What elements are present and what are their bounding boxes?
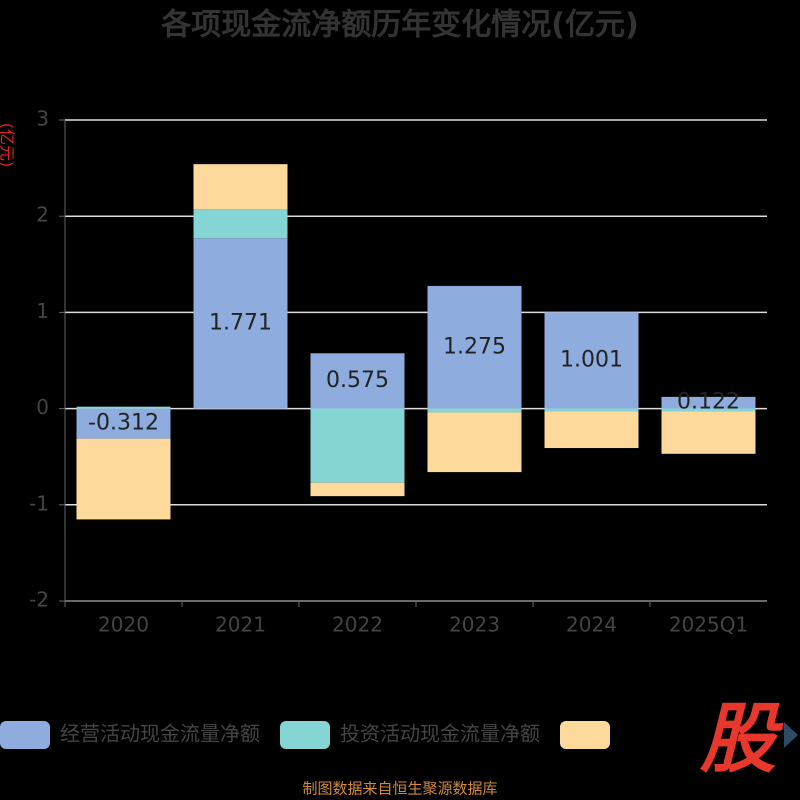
bar-segment xyxy=(661,411,756,454)
data-label: -0.312 xyxy=(88,411,159,436)
bar-segment xyxy=(193,209,288,239)
source-note: 制图数据来自恒生聚源数据库 xyxy=(302,780,497,798)
bar-segment xyxy=(193,238,288,409)
legend-label: 经营活动现金流量净额 xyxy=(60,722,260,746)
watermark-logo: 股 xyxy=(699,694,784,783)
y-tick-label: 3 xyxy=(36,107,49,131)
x-tick-label: 2022 xyxy=(332,613,383,637)
x-tick-label: 2024 xyxy=(566,613,617,637)
x-tick-label: 2021 xyxy=(215,613,266,637)
bar-segment xyxy=(310,353,405,409)
bar-segment xyxy=(544,411,639,449)
data-label: 1.771 xyxy=(209,310,272,335)
x-tick-label: 2023 xyxy=(449,613,500,637)
bar-segment xyxy=(427,412,522,473)
bar-segment xyxy=(76,406,171,409)
bar-segment xyxy=(310,482,405,497)
legend-swatch xyxy=(280,721,330,749)
bar-segment xyxy=(661,396,756,409)
y-tick-label: -2 xyxy=(29,588,49,612)
bar-segment xyxy=(310,408,405,483)
bar-segment xyxy=(427,408,522,413)
x-tick-label: 2020 xyxy=(98,613,149,637)
data-label: 1.001 xyxy=(560,347,623,372)
bar-segment xyxy=(76,438,171,520)
bar-segment xyxy=(193,164,288,210)
bar-segment xyxy=(544,312,639,409)
data-label: 0.122 xyxy=(677,390,740,415)
data-label: 1.275 xyxy=(443,334,506,359)
bar-segment xyxy=(661,408,756,412)
legend-label: 投资活动现金流量净额 xyxy=(340,722,540,746)
x-tick-label: 2025Q1 xyxy=(669,613,748,637)
y-tick-label: 1 xyxy=(36,299,49,323)
bar-segment xyxy=(76,408,171,439)
y-tick-label: 0 xyxy=(36,395,49,419)
y-tick-label: -1 xyxy=(29,491,49,515)
y-axis-label: (亿元) xyxy=(0,123,17,168)
data-label: 0.575 xyxy=(326,368,389,393)
legend-arrow[interactable] xyxy=(784,722,798,748)
legend-swatch xyxy=(0,721,50,749)
bar-segment xyxy=(427,285,522,409)
legend-swatch xyxy=(560,721,610,749)
chart-title: 各项现金流净额历年变化情况(亿元) xyxy=(160,8,638,43)
y-tick-label: 2 xyxy=(36,203,49,227)
bar-segment xyxy=(544,408,639,412)
